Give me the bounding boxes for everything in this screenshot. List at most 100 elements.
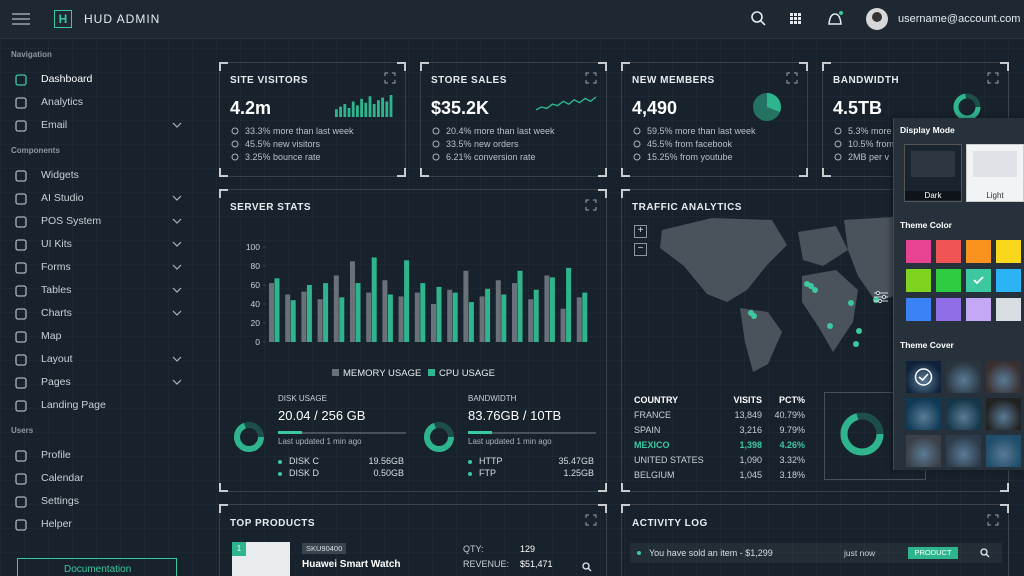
graphic (15, 496, 27, 508)
expand-icon (987, 514, 999, 526)
nav-label: Landing Page (41, 399, 106, 411)
graphic: MEMORY USAGE CPU USAGE (332, 368, 495, 379)
y-tick-label: 80 (251, 261, 261, 271)
graphic (15, 216, 27, 228)
graphic (15, 262, 27, 274)
bar (350, 261, 355, 342)
documentation-button[interactable]: Documentation (17, 558, 177, 576)
nav-item[interactable]: Charts (0, 305, 200, 323)
mode-option[interactable]: Light (966, 144, 1024, 202)
cover-option[interactable] (986, 398, 1021, 430)
apps-icon (790, 13, 793, 16)
color-swatch[interactable] (936, 269, 961, 292)
progress-fill (278, 431, 302, 434)
color-swatch[interactable] (966, 298, 991, 321)
qty-value: 129 (520, 544, 536, 554)
search-icon (582, 562, 590, 570)
nav-item[interactable]: POS System (0, 213, 200, 231)
corner (598, 504, 607, 513)
graphic (633, 153, 641, 161)
spark-line (535, 96, 597, 111)
color-swatch[interactable] (906, 240, 931, 263)
nav-item[interactable]: Dashboard (0, 71, 200, 89)
nav-item[interactable]: Email (0, 117, 200, 135)
cover-option[interactable] (906, 398, 941, 430)
color-swatch[interactable] (936, 240, 961, 263)
nav-item[interactable]: Forms (0, 259, 200, 277)
table-cell: MEXICO (634, 440, 670, 450)
panel-title: Theme Cover (900, 340, 954, 350)
nav-item[interactable]: Helper (0, 516, 200, 534)
chevron (172, 241, 182, 247)
search-icon (587, 567, 592, 572)
color-swatch[interactable] (996, 269, 1021, 292)
cover-option[interactable] (946, 435, 981, 467)
table-cell: 9.79% (779, 425, 805, 435)
cover-option[interactable] (986, 435, 1021, 467)
line-icon (432, 127, 440, 135)
zoom-button[interactable]: − (634, 243, 647, 256)
cover-option[interactable] (906, 435, 941, 467)
color-swatch[interactable] (996, 298, 1021, 321)
nav-icon (15, 377, 27, 389)
nav-item[interactable]: Tables (0, 282, 200, 300)
cover-option[interactable] (946, 361, 981, 393)
nav-icon (15, 97, 27, 109)
nav-item[interactable]: Settings (0, 493, 200, 511)
spark-bar (385, 101, 389, 117)
continent (798, 226, 848, 266)
color-swatch[interactable] (906, 298, 931, 321)
color-swatch[interactable] (966, 269, 991, 292)
nav-item[interactable]: Profile (0, 447, 200, 465)
color-swatch[interactable] (936, 298, 961, 321)
spark-bar (372, 104, 376, 117)
nav-item[interactable]: Layout (0, 351, 200, 369)
nav-label: Profile (41, 449, 71, 461)
nav-item[interactable]: AI Studio (0, 190, 200, 208)
bar (387, 294, 393, 342)
line-icon (834, 127, 842, 135)
nav-item[interactable]: Landing Page (0, 397, 200, 415)
nav-icon (15, 216, 27, 228)
color-swatch[interactable] (996, 240, 1021, 263)
usage-value: 20.04 / 256 GB (278, 408, 366, 423)
mode-option[interactable]: Dark (904, 144, 962, 202)
nav-item[interactable]: Calendar (0, 470, 200, 488)
zoom-button[interactable]: + (634, 225, 647, 238)
nav-label: Charts (41, 307, 72, 319)
nav-item[interactable]: Analytics (0, 94, 200, 112)
nav-label: Settings (41, 495, 79, 507)
nav-item[interactable]: UI Kits (0, 236, 200, 254)
donut (424, 422, 454, 452)
color-swatch[interactable] (966, 240, 991, 263)
bar (485, 288, 491, 342)
bar (582, 292, 588, 342)
app-title: HUD ADMIN (84, 12, 161, 26)
cover-option[interactable] (986, 361, 1021, 393)
activity-tag[interactable]: PRODUCT (908, 547, 958, 559)
chevron (172, 310, 182, 316)
bullet (278, 472, 282, 476)
donut (840, 412, 884, 456)
settings-icon (875, 290, 881, 296)
graphic (12, 13, 30, 25)
qty-label: QTY: (463, 544, 484, 554)
stat-line: 59.5% more than last week (647, 126, 756, 136)
bar (323, 283, 329, 342)
nav-item[interactable]: Pages (0, 374, 200, 392)
stat-value: 4.5TB (833, 98, 883, 118)
bar (339, 297, 345, 342)
corner (598, 168, 607, 177)
cover-option[interactable] (946, 398, 981, 430)
nav-label: AI Studio (41, 192, 84, 204)
nav-icon (15, 74, 27, 86)
bar (269, 283, 274, 342)
nav-item[interactable]: Map (0, 328, 200, 346)
nav-item[interactable]: Widgets (0, 167, 200, 185)
cover-option[interactable] (906, 361, 941, 393)
chevron (172, 264, 182, 270)
color-swatch[interactable] (906, 269, 931, 292)
stat-value: $35.2K (431, 98, 490, 118)
continent (660, 218, 787, 302)
nav-label: Analytics (41, 96, 84, 108)
